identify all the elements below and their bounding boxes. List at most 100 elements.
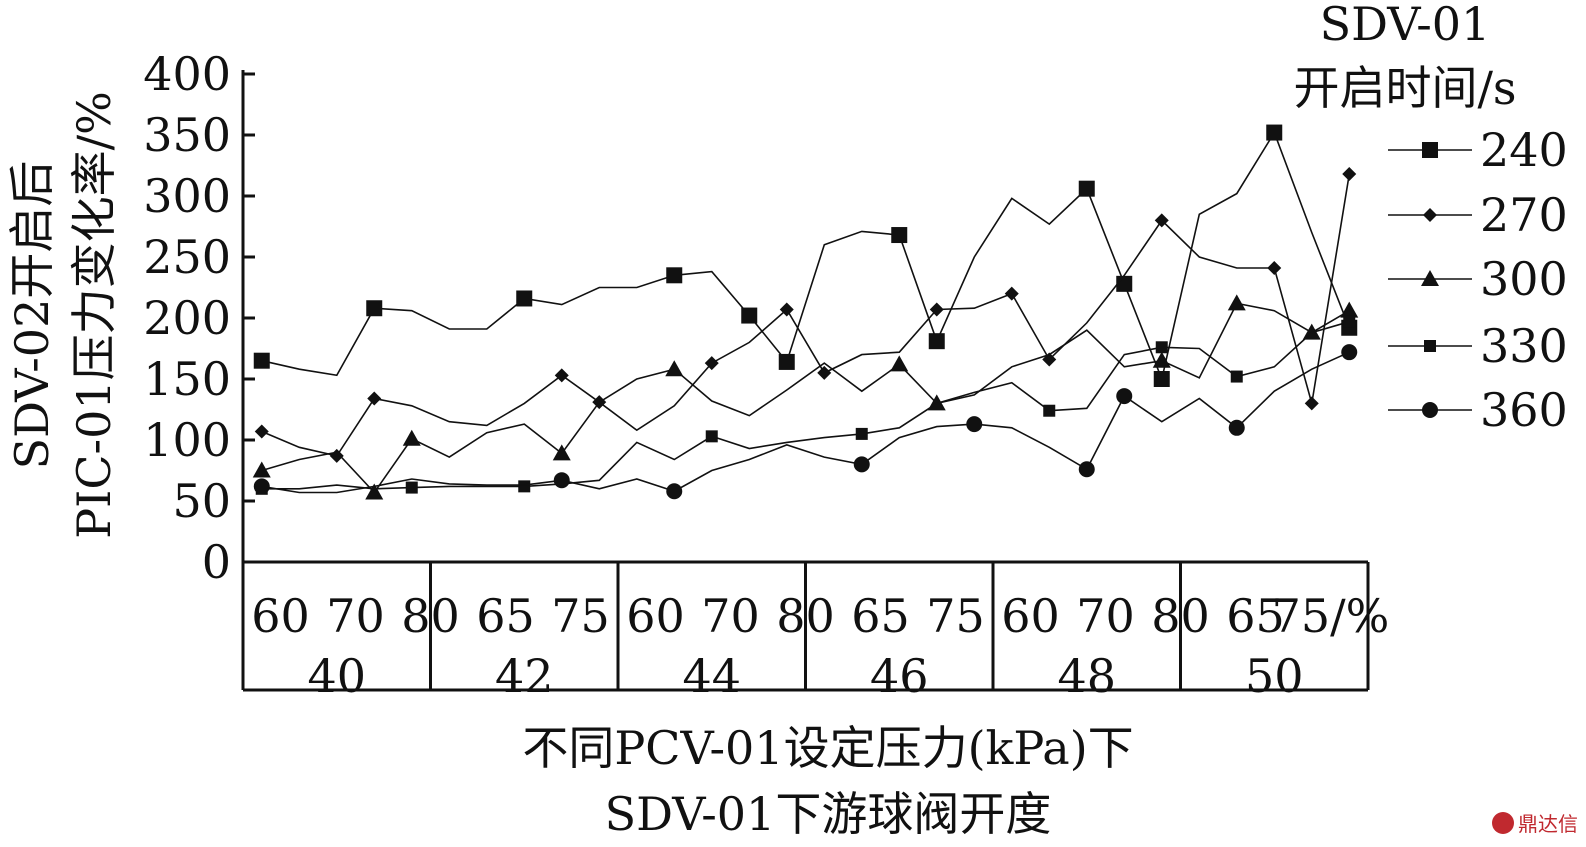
- pressure-group-label: 48: [1057, 649, 1116, 703]
- data-point-square: [778, 353, 795, 370]
- data-point-circle: [253, 478, 270, 495]
- series-line-300: [261, 302, 1350, 494]
- watermark: 鼎达信: [1492, 808, 1578, 837]
- pressure-group-label: 42: [495, 649, 554, 703]
- data-point-square: [1078, 180, 1095, 197]
- x-opening-label: 75: [551, 589, 610, 643]
- data-point-circle: [1116, 388, 1133, 405]
- data-point-diamond: [1154, 213, 1169, 228]
- series-line-330: [261, 320, 1350, 490]
- x-axis-title-line-2: SDV-01下游球阀开度: [605, 787, 1052, 841]
- data-point-circle: [853, 456, 870, 473]
- data-point-diamond: [554, 368, 569, 383]
- x-opening-label: 60: [626, 589, 685, 643]
- legend-label: 240: [1480, 123, 1568, 177]
- data-point-triangle: [402, 429, 421, 446]
- data-point-square: [253, 352, 270, 369]
- data-point-small-square: [1424, 340, 1436, 352]
- data-point-diamond: [1004, 286, 1019, 301]
- data-point-square: [666, 267, 683, 284]
- data-point-square: [516, 290, 533, 307]
- data-point-diamond: [1267, 260, 1282, 275]
- data-point-small-square: [705, 430, 718, 443]
- data-point-circle: [1228, 419, 1245, 436]
- pressure-groups: 40 42 44 46 48 50: [307, 562, 1304, 703]
- data-point-small-square: [518, 480, 531, 493]
- y-tick-label: 250: [143, 230, 231, 284]
- pressure-group-label: 40: [307, 649, 366, 703]
- series-360: [253, 344, 1358, 500]
- data-point-triangle: [1227, 294, 1246, 311]
- data-point-square: [1422, 142, 1438, 158]
- data-point-diamond: [779, 302, 794, 317]
- data-point-diamond: [1342, 167, 1357, 182]
- legend-label: 300: [1480, 252, 1568, 306]
- data-point-circle: [966, 416, 983, 433]
- legend-label: 330: [1480, 319, 1568, 373]
- data-point-square: [891, 227, 908, 244]
- y-tick-label: 150: [143, 352, 231, 406]
- data-point-diamond: [367, 391, 382, 406]
- series-line-270: [261, 173, 1351, 457]
- data-point-small-square: [1230, 370, 1243, 383]
- data-point-triangle: [552, 444, 571, 461]
- data-point-circle: [1422, 402, 1438, 418]
- legend-label: 360: [1480, 383, 1568, 437]
- x-opening-label: 60: [251, 589, 310, 643]
- data-point-triangle: [1421, 270, 1439, 286]
- data-point-triangle: [365, 483, 384, 500]
- y-ticks: 0 50 100 150 200 250 300 350 400: [143, 47, 255, 589]
- data-point-diamond: [929, 302, 944, 317]
- x-opening-label: 75/%: [1272, 589, 1390, 643]
- data-point-triangle: [1302, 323, 1321, 340]
- data-point-small-square: [1043, 404, 1056, 417]
- pressure-group-label: 44: [682, 649, 741, 703]
- x-opening-label: 70: [701, 589, 760, 643]
- series-line-360: [261, 351, 1350, 494]
- x-opening-label: 65: [476, 589, 535, 643]
- legend: 240 270 300 330 360: [1388, 123, 1568, 437]
- data-point-square: [1266, 124, 1283, 141]
- data-point-square: [1153, 371, 1170, 387]
- y-tick-label: 350: [143, 108, 231, 162]
- legend-title-line-2: 开启时间/s: [1293, 61, 1516, 115]
- x-opening-label: 60: [1001, 589, 1060, 643]
- data-point-square: [366, 300, 383, 317]
- data-point-circle: [1078, 461, 1095, 478]
- data-point-diamond: [329, 448, 344, 463]
- data-point-diamond: [254, 424, 269, 439]
- pressure-group-label: 46: [870, 649, 929, 703]
- data-point-triangle: [890, 355, 909, 372]
- data-point-small-square: [855, 427, 868, 440]
- data-point-diamond: [1304, 396, 1319, 411]
- legend-title-line-1: SDV-01: [1320, 0, 1491, 51]
- watermark-text: 鼎达信: [1518, 812, 1578, 836]
- data-point-small-square: [1155, 341, 1168, 354]
- data-point-square: [741, 307, 758, 324]
- data-point-triangle: [252, 461, 271, 478]
- series-270: [254, 167, 1357, 463]
- data-point-circle: [553, 472, 570, 489]
- data-point-triangle: [665, 360, 684, 377]
- series-240: [253, 124, 1358, 387]
- x-opening-label: 65: [1226, 589, 1285, 643]
- data-point-small-square: [405, 481, 418, 494]
- legend-label: 270: [1480, 188, 1568, 242]
- data-point-diamond: [817, 365, 832, 380]
- series-layer: [252, 124, 1359, 500]
- data-point-square: [1116, 275, 1133, 292]
- y-tick-label: 50: [172, 474, 231, 528]
- pressure-group-label: 50: [1245, 649, 1304, 703]
- y-axis-title-line-1: SDV-02开启后: [5, 161, 59, 470]
- x-opening-label: 70: [326, 589, 385, 643]
- y-tick-label: 0: [202, 535, 231, 589]
- data-point-diamond: [704, 356, 719, 371]
- watermark-logo-icon: [1492, 811, 1514, 834]
- data-point-square: [928, 333, 945, 350]
- data-point-triangle: [1152, 351, 1171, 368]
- x-opening-label: 70: [1076, 589, 1135, 643]
- data-point-circle: [1341, 344, 1358, 361]
- x-axis-title-line-1: 不同PCV-01设定压力(kPa)下: [522, 721, 1133, 775]
